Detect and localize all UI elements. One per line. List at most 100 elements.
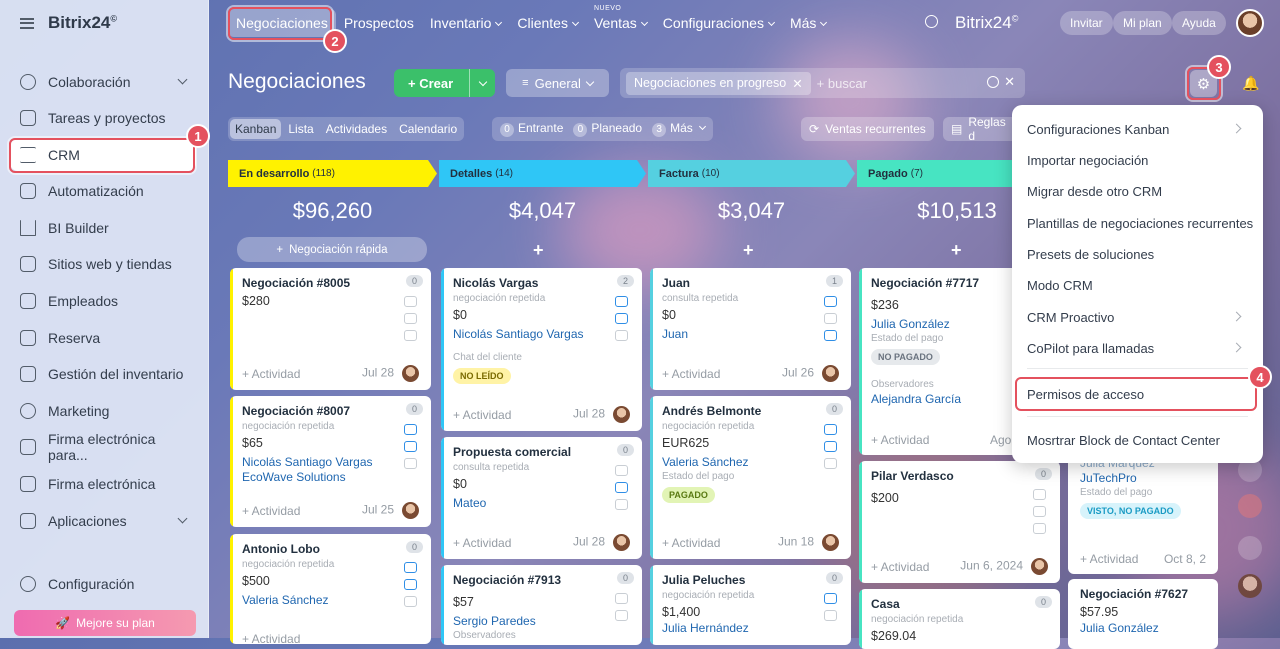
- add-activity-link[interactable]: + Actividad: [242, 366, 301, 381]
- contact-link[interactable]: Mateo: [453, 496, 487, 510]
- chat-icon[interactable]: [404, 458, 417, 469]
- add-activity-link[interactable]: + Actividad: [871, 433, 930, 447]
- close-icon[interactable]: ✕: [792, 76, 803, 91]
- deal-card[interactable]: Antonio Lobo negociación repetida $500 V…: [230, 534, 431, 644]
- deal-card[interactable]: Propuesta comercial consulta repetida $0…: [441, 437, 642, 559]
- contact-link[interactable]: Julia Hernández: [662, 621, 749, 635]
- observer-link[interactable]: Alejandra García: [871, 392, 962, 406]
- filter-chip[interactable]: Negociaciones en progreso ✕: [626, 71, 811, 95]
- sidebar-item-colaboracion[interactable]: Colaboración: [10, 66, 196, 98]
- deal-title[interactable]: Negociación #7913: [453, 573, 562, 587]
- tab-inventario[interactable]: Inventario: [422, 15, 509, 31]
- phone-icon[interactable]: [615, 296, 628, 307]
- phone-icon[interactable]: [824, 296, 837, 307]
- tab-mas[interactable]: Más: [782, 15, 834, 31]
- deal-title[interactable]: Negociación #7717: [871, 276, 980, 290]
- clear-icon[interactable]: ✕: [1004, 74, 1015, 89]
- phone-icon[interactable]: [1033, 489, 1046, 500]
- deal-title[interactable]: Nicolás Vargas: [453, 276, 539, 290]
- app-logo[interactable]: Bitrix24©: [48, 13, 118, 32]
- deal-card[interactable]: Negociación #8007 negociación repetida $…: [230, 396, 431, 527]
- deal-card[interactable]: Negociación #8005 $280 0 + Actividad Jul …: [230, 268, 431, 390]
- counter-planeado[interactable]: 0 Planeado: [573, 121, 642, 137]
- chat-icon[interactable]: [615, 330, 628, 341]
- menu-item-importar[interactable]: Importar negociación: [1027, 153, 1149, 168]
- column-header-pagado[interactable]: Pagado (7): [857, 160, 1017, 187]
- add-activity-link[interactable]: + Actividad: [242, 632, 301, 644]
- sidebar-settings[interactable]: Configuración: [10, 568, 196, 600]
- mail-icon[interactable]: [404, 441, 417, 452]
- help-button[interactable]: Ayuda: [1172, 11, 1226, 35]
- phone-icon[interactable]: [824, 593, 837, 604]
- menu-item-migrar[interactable]: Migrar desde otro CRM: [1027, 184, 1163, 199]
- menu-item-permisos[interactable]: Permisos de acceso: [1027, 387, 1145, 402]
- deal-title[interactable]: Casa: [871, 597, 900, 611]
- sidebar-item-automatizacion[interactable]: Automatización: [10, 175, 196, 207]
- deal-title[interactable]: Julia Peluches: [662, 573, 746, 587]
- deal-card[interactable]: Julia Peluches negociación repetida $1,4…: [650, 565, 851, 645]
- create-dropdown-chevron-icon[interactable]: [469, 69, 495, 97]
- sidebar-item-inventario[interactable]: Gestión del inventario: [10, 358, 196, 390]
- tab-lista[interactable]: Lista: [288, 122, 314, 136]
- phone-icon[interactable]: [615, 465, 628, 476]
- menu-item-copilot[interactable]: CoPilot para llamadas: [1027, 341, 1242, 356]
- add-deal-plus-icon[interactable]: +: [533, 240, 544, 260]
- search-icon[interactable]: [925, 15, 938, 28]
- deal-title[interactable]: Antonio Lobo: [242, 542, 320, 556]
- column-header-factura[interactable]: Factura (10): [648, 160, 855, 187]
- sidebar-item-marketing[interactable]: Marketing: [10, 395, 196, 427]
- recurring-sales-button[interactable]: ⟳ Ventas recurrentes: [801, 117, 934, 141]
- tab-kanban[interactable]: Kanban: [230, 119, 282, 139]
- create-button[interactable]: + Crear: [394, 69, 495, 97]
- add-activity-link[interactable]: + Actividad: [453, 407, 512, 422]
- upgrade-plan-button[interactable]: 🚀 Mejore su plan: [14, 610, 196, 636]
- menu-item-modo-crm[interactable]: Modo CRM: [1027, 278, 1093, 293]
- menu-item-crm-proactivo[interactable]: CRM Proactivo: [1027, 310, 1242, 325]
- sidebar-item-sitios[interactable]: Sitios web y tiendas: [10, 248, 196, 280]
- contact-link[interactable]: Valeria Sánchez: [242, 593, 329, 607]
- contact-link[interactable]: Valeria Sánchez: [662, 455, 749, 469]
- deal-card[interactable]: Andrés Belmonte negociación repetida EUR…: [650, 396, 851, 559]
- chat-icon[interactable]: [1033, 523, 1046, 534]
- counter-mas[interactable]: 3 Más: [652, 121, 707, 137]
- avatar[interactable]: [402, 502, 419, 519]
- sidebar-item-crm[interactable]: CRM: [10, 139, 196, 171]
- phone-icon[interactable]: [404, 424, 417, 435]
- menu-item-contact-center[interactable]: Mosrtrar Block de Contact Center: [1027, 433, 1220, 448]
- add-activity-link[interactable]: + Actividad: [242, 503, 301, 518]
- add-deal-plus-icon[interactable]: +: [951, 240, 962, 260]
- side-panel-icon[interactable]: [1238, 536, 1262, 560]
- deal-card[interactable]: Julia Márquez JuTechPro Estado del pago …: [1068, 448, 1218, 574]
- mail-icon[interactable]: [615, 482, 628, 493]
- counter-entrante[interactable]: 0 Entrante: [500, 121, 563, 137]
- sidebar-item-empleados[interactable]: Empleados: [10, 285, 196, 317]
- contact-link[interactable]: Juan: [662, 327, 689, 341]
- avatar[interactable]: [613, 406, 630, 423]
- mail-icon[interactable]: [824, 313, 837, 324]
- contact-link[interactable]: Sergio Paredes: [453, 614, 536, 628]
- tab-ventas[interactable]: NUEVO Ventas: [586, 5, 655, 31]
- menu-item-presets[interactable]: Presets de soluciones: [1027, 247, 1155, 262]
- sidebar-item-bi-builder[interactable]: BI Builder: [10, 212, 196, 244]
- deal-card[interactable]: Casa negociación repetida $269.04 0: [859, 589, 1060, 649]
- deal-card[interactable]: Nicolás Vargas negociación repetida $0 N…: [441, 268, 642, 431]
- deal-title[interactable]: Negociación #8005: [242, 276, 351, 290]
- sidebar-item-tareas[interactable]: Tareas y proyectos: [10, 102, 196, 134]
- deal-title[interactable]: Negociación #7627: [1080, 587, 1189, 601]
- add-activity-link[interactable]: + Actividad: [662, 366, 721, 381]
- deal-title[interactable]: Negociación #8007: [242, 404, 351, 418]
- add-activity-link[interactable]: + Actividad: [453, 535, 512, 550]
- search-icon[interactable]: [987, 76, 999, 88]
- deal-card[interactable]: Negociación #7627 $57.95 Julia González: [1068, 579, 1218, 649]
- avatar[interactable]: [1238, 574, 1262, 598]
- tab-prospectos[interactable]: Prospectos: [343, 15, 414, 31]
- column-header-en-desarrollo[interactable]: En desarrollo (118): [228, 160, 437, 187]
- phone-icon[interactable]: [404, 296, 417, 307]
- deal-card[interactable]: Pilar Verdasco $200 0 + Actividad Jun 6, …: [859, 461, 1060, 583]
- phone-icon[interactable]: [824, 424, 837, 435]
- chat-icon[interactable]: [404, 330, 417, 341]
- mail-icon[interactable]: [615, 610, 628, 621]
- contact-link[interactable]: Julia González: [871, 317, 950, 331]
- avatar[interactable]: [822, 534, 839, 551]
- invite-button[interactable]: Invitar: [1060, 11, 1113, 35]
